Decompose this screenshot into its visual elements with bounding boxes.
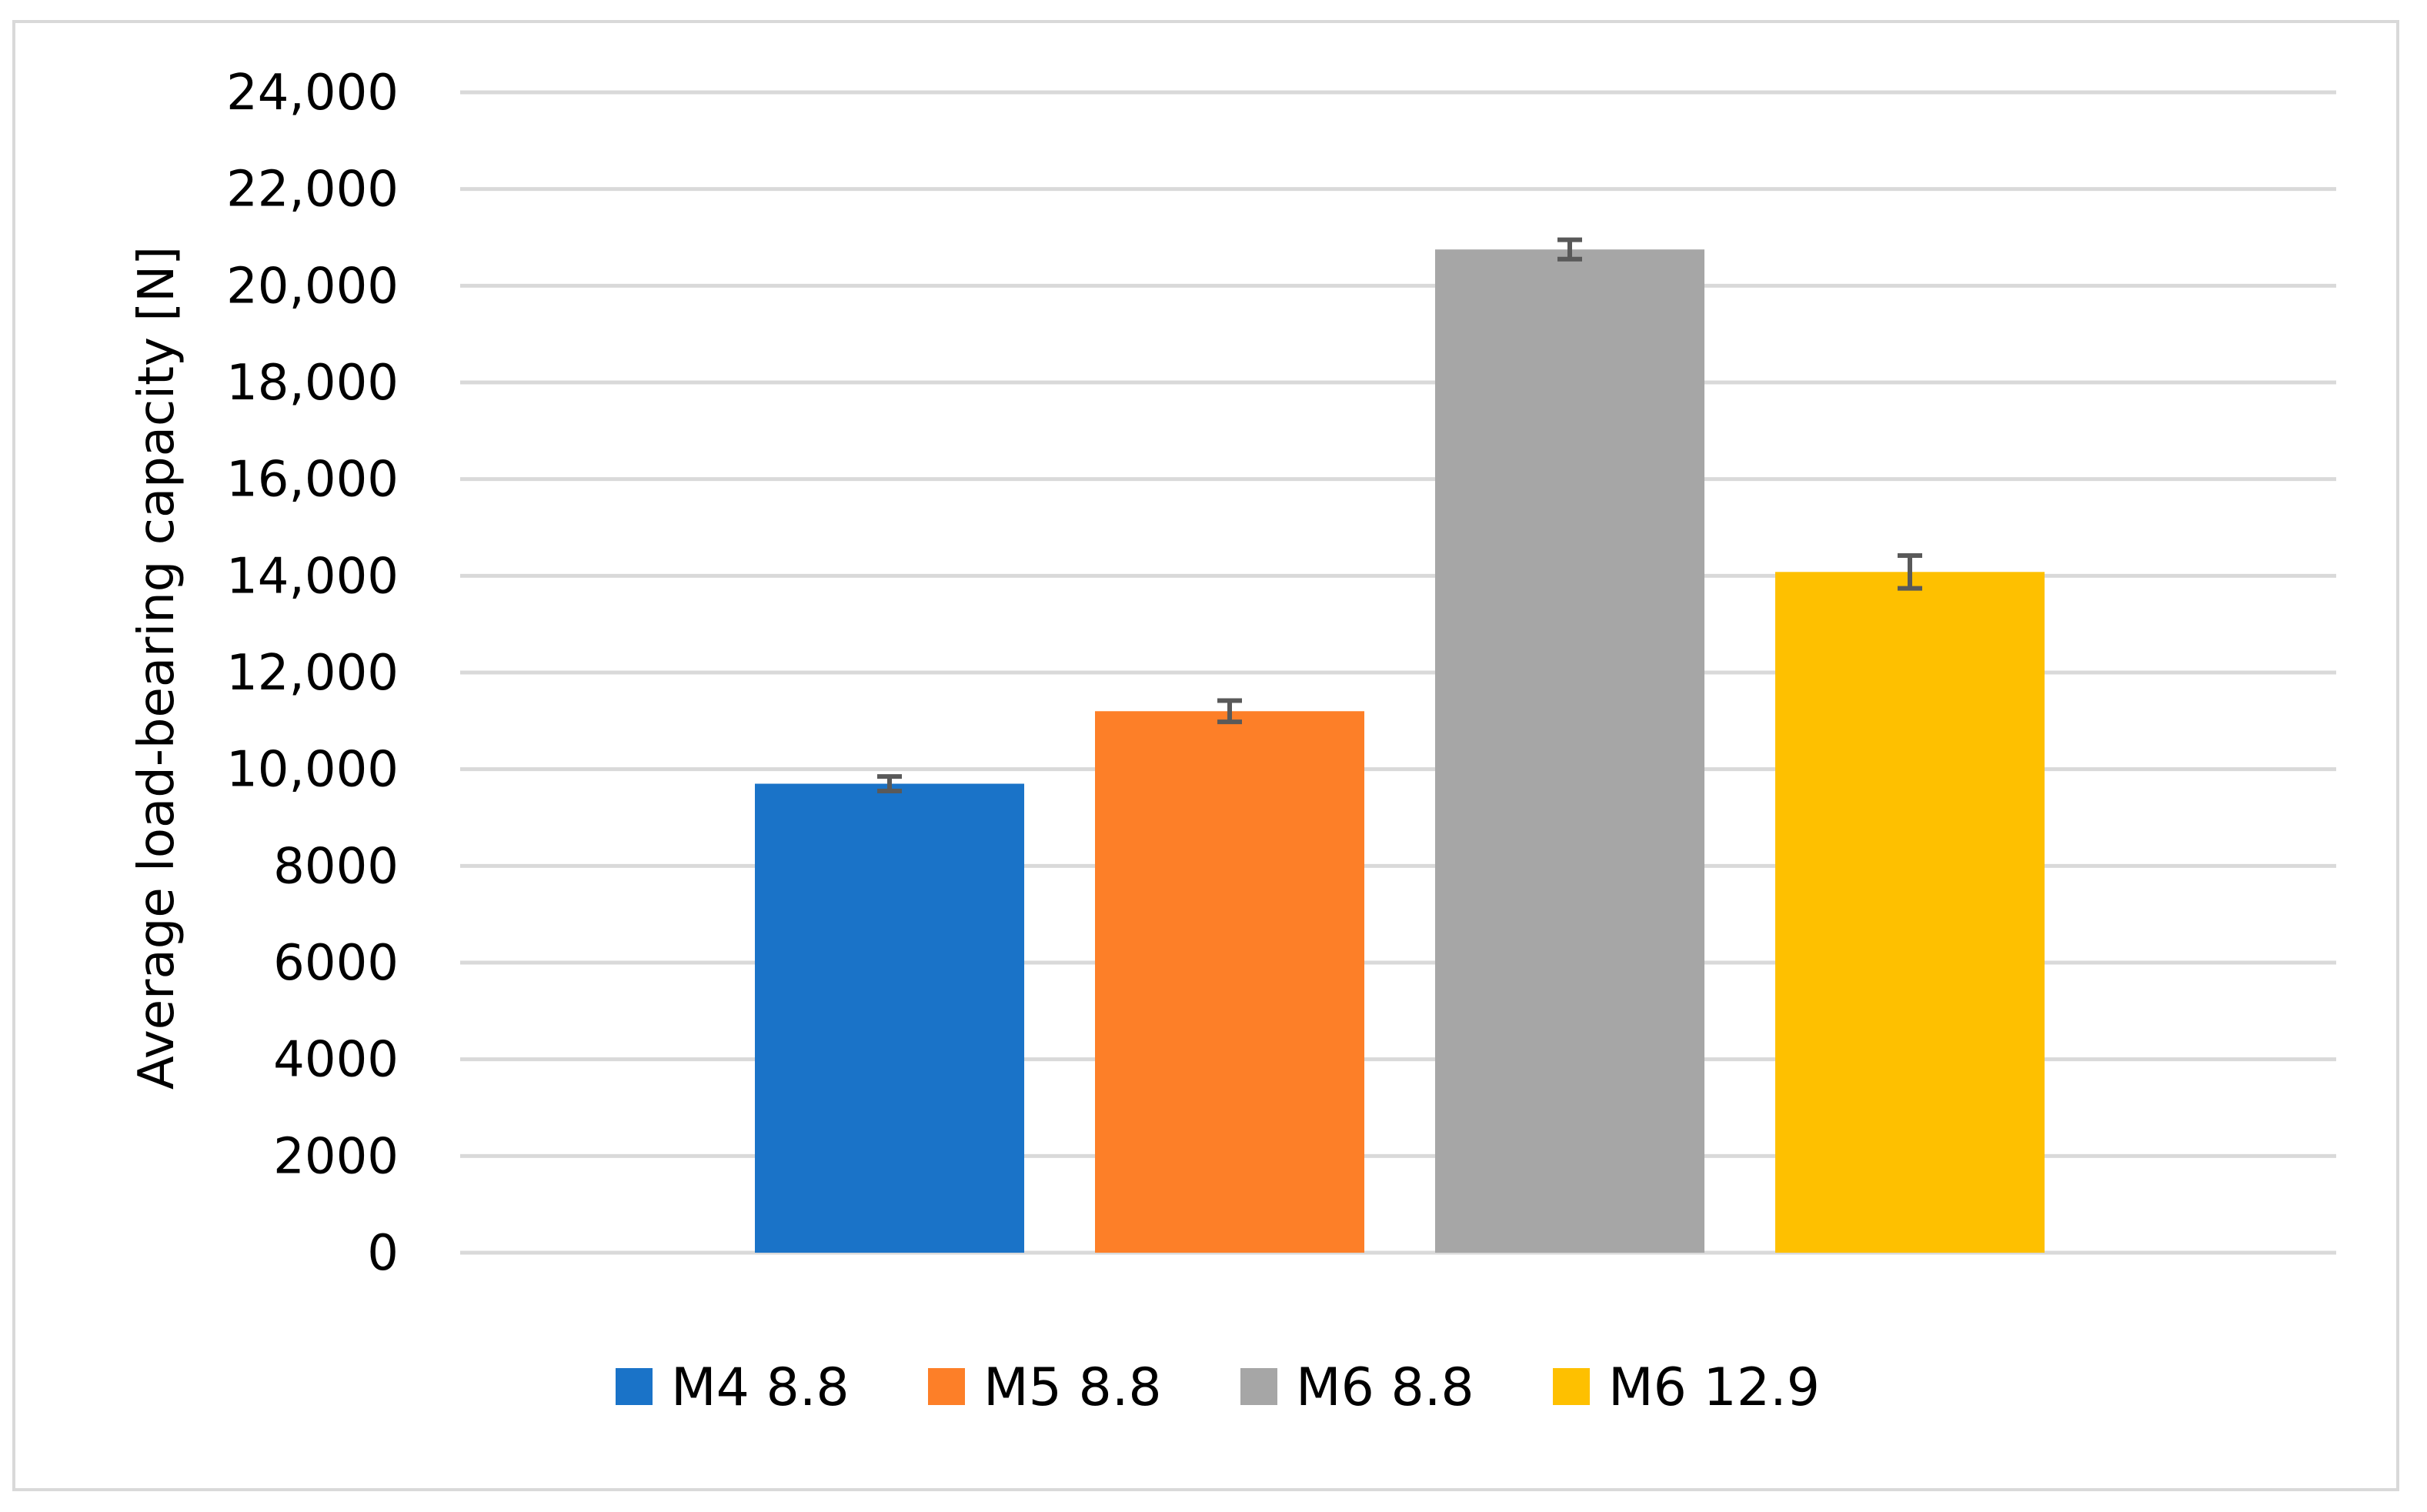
legend-swatch (1553, 1368, 1590, 1405)
y-tick-label: 10,000 (226, 742, 399, 799)
y-tick-label: 8000 (273, 838, 399, 895)
y-tick-label: 20,000 (226, 258, 399, 315)
error-bar-m5-8-8 (1217, 698, 1242, 725)
legend-item: M4 8.8 (616, 1357, 850, 1418)
bar-m6-8-8 (1435, 249, 1704, 1253)
bar-m4-8-8 (755, 783, 1024, 1253)
bar-m6-12-9 (1775, 572, 2045, 1253)
legend-swatch (616, 1368, 653, 1405)
y-axis-title: Average load-bearing capacity [N] (129, 246, 185, 1090)
gridlines (460, 90, 2336, 1255)
legend-label: M5 8.8 (983, 1357, 1162, 1418)
y-tick-label: 0 (367, 1225, 399, 1282)
y-tick-label: 4000 (273, 1032, 399, 1089)
y-axis-ticks: 0 2000 4000 6000 8000 10,000 12,000 14,000 16,00… (226, 65, 399, 1282)
bars (755, 249, 2045, 1253)
legend-label: M6 8.8 (1296, 1357, 1474, 1418)
legend: M4 8.8 M5 8.8 M6 8.8 M6 12.9 (616, 1357, 1820, 1418)
y-tick-label: 24,000 (226, 65, 399, 122)
error-bar-m6-12-9 (1898, 552, 1922, 591)
y-tick-label: 14,000 (226, 548, 399, 605)
bar-m5-8-8 (1095, 711, 1364, 1253)
y-tick-label: 6000 (273, 935, 399, 992)
y-tick-label: 2000 (273, 1128, 399, 1185)
legend-label: M4 8.8 (671, 1357, 850, 1418)
y-tick-label: 18,000 (226, 355, 399, 412)
legend-item: M5 8.8 (928, 1357, 1162, 1418)
legend-label: M6 12.9 (1608, 1357, 1820, 1418)
error-bar-m6-8-8 (1557, 237, 1582, 262)
error-bars (877, 237, 1922, 793)
error-bar-m4-8-8 (877, 774, 902, 793)
y-tick-label: 22,000 (226, 162, 399, 219)
y-tick-label: 16,000 (226, 452, 399, 509)
legend-item: M6 8.8 (1240, 1357, 1474, 1418)
legend-item: M6 12.9 (1553, 1357, 1820, 1418)
legend-swatch (1240, 1368, 1277, 1405)
y-tick-label: 12,000 (226, 645, 399, 702)
legend-swatch (928, 1368, 965, 1405)
